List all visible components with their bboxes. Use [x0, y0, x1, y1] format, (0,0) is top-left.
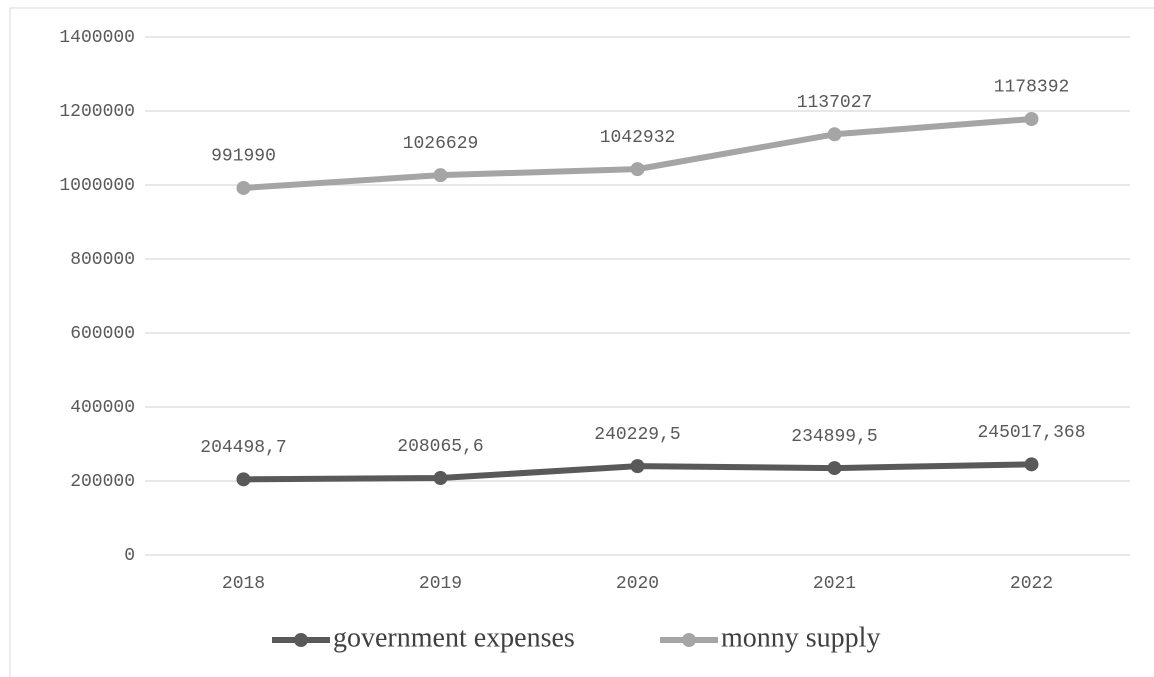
data-label: 991990	[211, 147, 276, 167]
data-label: 240229,5	[594, 425, 680, 445]
x-tick-label: 2019	[419, 574, 462, 594]
data-label: 1178392	[994, 78, 1070, 98]
y-tick-label: 200000	[70, 472, 135, 492]
y-tick-label: 400000	[70, 398, 135, 418]
data-label: 234899,5	[791, 427, 877, 447]
data-label: 208065,6	[397, 437, 483, 457]
point-marker	[1024, 457, 1039, 472]
legend-label: monny supply	[721, 622, 880, 653]
x-tick-label: 2021	[813, 574, 856, 594]
point-marker	[630, 162, 645, 177]
y-tick-label: 1000000	[59, 176, 135, 196]
point-marker	[433, 168, 448, 183]
x-tick-label: 2022	[1010, 574, 1053, 594]
point-marker	[630, 459, 645, 474]
data-label: 204498,7	[200, 438, 286, 458]
x-tick-label: 2018	[222, 574, 265, 594]
data-label: 1137027	[797, 93, 873, 113]
y-tick-label: 1400000	[59, 28, 135, 48]
data-label: 245017,368	[977, 423, 1085, 443]
data-label: 1042932	[600, 128, 676, 148]
legend-marker	[682, 633, 696, 647]
y-tick-label: 1200000	[59, 102, 135, 122]
point-marker	[433, 471, 448, 486]
y-tick-label: 800000	[70, 250, 135, 270]
point-marker	[236, 180, 251, 195]
point-marker	[236, 472, 251, 487]
y-tick-label: 600000	[70, 324, 135, 344]
legend-marker	[294, 633, 308, 647]
point-marker	[827, 461, 842, 476]
x-tick-label: 2020	[616, 574, 659, 594]
chart-border	[9, 7, 1154, 677]
data-label: 1026629	[403, 134, 479, 154]
y-tick-label: 0	[124, 546, 135, 566]
point-marker	[1024, 111, 1039, 126]
legend-label: government expenses	[333, 622, 575, 653]
point-marker	[827, 127, 842, 142]
